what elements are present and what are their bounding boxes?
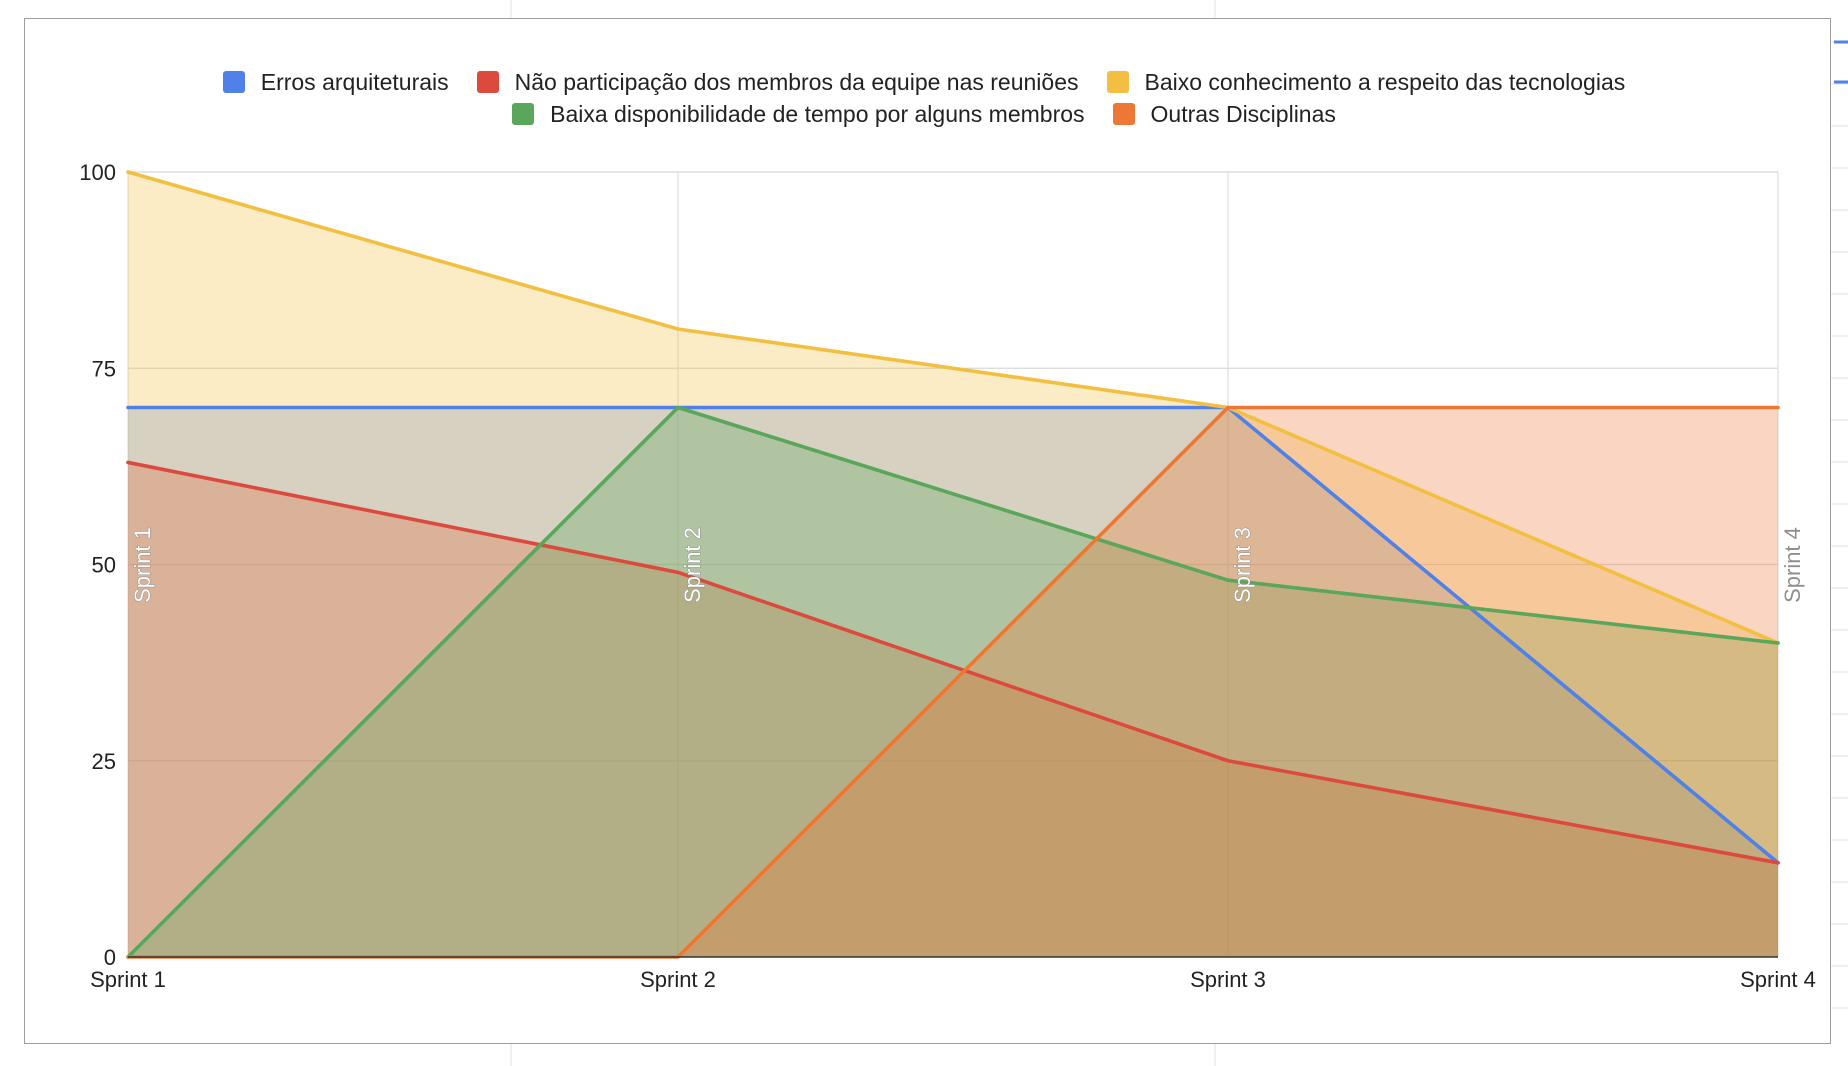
annotation-label-2: Sprint 2: [680, 527, 705, 603]
series-line-1[interactable]: [126, 405, 1780, 865]
legend-row-2: Baixa disponibilidade de tempo por algun…: [0, 98, 1848, 130]
y-tick-label-50: 50: [92, 553, 116, 578]
annotation-label-4: Sprint 4: [1780, 527, 1805, 603]
legend-swatch-erros: [222, 71, 245, 93]
legend-swatch-outras: [1112, 103, 1135, 125]
series-line-2[interactable]: [126, 460, 1780, 865]
area-fill-series-3: [128, 172, 1778, 957]
annotation-label-3: Sprint 3: [1230, 527, 1255, 603]
series-line-3[interactable]: [126, 170, 1780, 645]
x-tick-label-2: Sprint 2: [640, 967, 716, 992]
series-line-4[interactable]: [126, 405, 1780, 959]
legend-swatch-baixo-conhecimento: [1106, 71, 1129, 93]
legend-label-nao-participacao: Não participação dos membros da equipe n…: [514, 68, 1079, 95]
y-tick-label-25: 25: [92, 749, 116, 774]
legend-label-baixa-disponibilidade: Baixa disponibilidade de tempo por algun…: [550, 100, 1085, 127]
x-tick-label-1: Sprint 1: [90, 967, 166, 992]
legend-item-erros[interactable]: Erros arquiteturais: [222, 68, 449, 96]
chart-frame[interactable]: [24, 18, 1831, 1044]
legend-item-nao-participacao[interactable]: Não participação dos membros da equipe n…: [476, 68, 1079, 96]
legend-label-baixo-conhecimento: Baixo conhecimento a respeito das tecnol…: [1144, 68, 1626, 95]
x-tick-label-3: Sprint 3: [1190, 967, 1266, 992]
legend-swatch-baixa-disponibilidade: [512, 103, 535, 125]
y-tick-label-75: 75: [92, 356, 116, 381]
legend-swatch-nao-participacao: [476, 71, 499, 93]
area-fill-series-2: [128, 462, 1778, 957]
x-tick-label-4: Sprint 4: [1740, 967, 1816, 992]
y-tick-label-0: 0: [104, 945, 116, 970]
legend-item-baixo-conhecimento[interactable]: Baixo conhecimento a respeito das tecnol…: [1106, 68, 1626, 96]
legend-item-baixa-disponibilidade[interactable]: Baixa disponibilidade de tempo por algun…: [512, 100, 1085, 128]
legend-item-outras[interactable]: Outras Disciplinas: [1112, 100, 1336, 128]
annotation-label-1: Sprint 1: [130, 527, 155, 603]
chart-legend: Erros arquiteturais Não participação dos…: [0, 66, 1848, 130]
legend-row-1: Erros arquiteturais Não participação dos…: [0, 66, 1848, 98]
legend-label-outras: Outras Disciplinas: [1150, 100, 1336, 127]
legend-label-erros: Erros arquiteturais: [260, 68, 449, 95]
y-tick-label-100: 100: [79, 160, 116, 185]
